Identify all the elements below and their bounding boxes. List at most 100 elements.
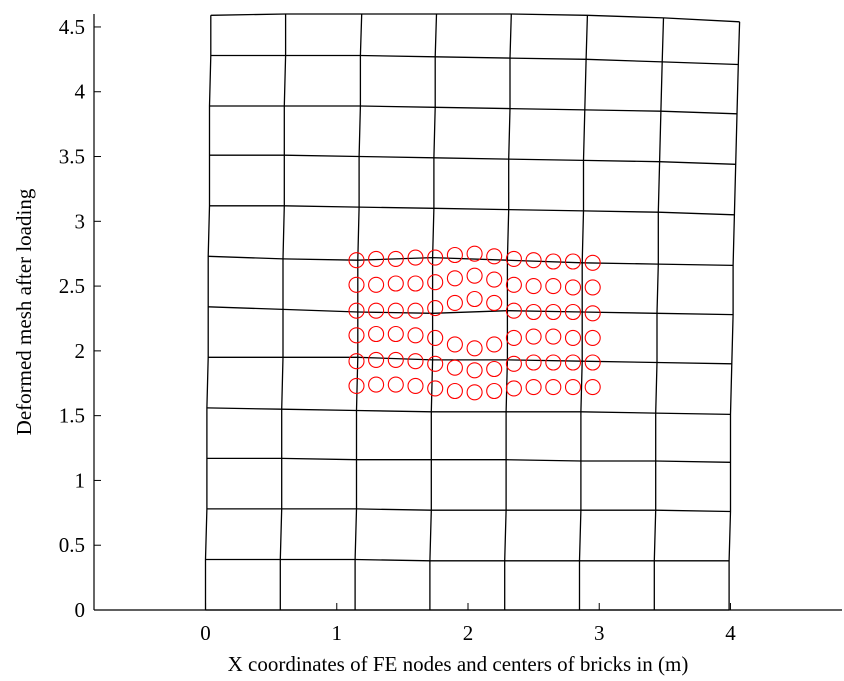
- brick-center-marker: [387, 325, 404, 343]
- brick-center-marker: [564, 379, 582, 396]
- brick-center-marker: [407, 302, 424, 319]
- brick-center-marker: [348, 353, 365, 370]
- brick-center-marker: [486, 336, 503, 353]
- y-tick-label: 1.5: [59, 404, 85, 428]
- brick-center-marker: [584, 354, 601, 371]
- brick-center-marker: [407, 275, 424, 292]
- brick-center-marker: [348, 327, 365, 344]
- brick-center-marker: [368, 276, 385, 293]
- y-tick-label: 1: [75, 468, 86, 492]
- mesh-row-line: [206, 457, 731, 463]
- brick-center-marker: [387, 376, 404, 393]
- brick-center-marker: [348, 302, 365, 319]
- mesh-column-line: [354, 13, 363, 610]
- brick-center-marker: [348, 276, 365, 293]
- mesh-row-line: [210, 54, 739, 66]
- mesh-row-line: [208, 306, 734, 316]
- brick-center-marker: [525, 252, 542, 269]
- mesh-row-line: [209, 205, 735, 216]
- brick-center-marker: [564, 329, 582, 346]
- brick-center-marker: [466, 362, 483, 379]
- x-tick-label: 4: [725, 621, 736, 645]
- brick-center-marker: [584, 279, 601, 296]
- brick-center-marker: [446, 359, 463, 376]
- brick-center-marker: [486, 382, 503, 400]
- mesh-row-line: [206, 407, 731, 416]
- y-tick-label: 0: [75, 598, 86, 622]
- mesh-row-line: [209, 154, 736, 165]
- brick-layer: [348, 245, 601, 401]
- brick-center-marker: [564, 354, 582, 371]
- y-axis-label: Deformed mesh after loading: [12, 188, 36, 435]
- brick-center-marker: [446, 382, 463, 400]
- brick-center-marker: [427, 300, 444, 317]
- x-axis-label: X coordinates of FE nodes and centers of…: [228, 652, 689, 676]
- brick-center-marker: [466, 245, 483, 262]
- brick-center-marker: [348, 252, 365, 269]
- brick-center-marker: [486, 294, 503, 311]
- brick-center-marker: [545, 354, 562, 371]
- mesh-column-line: [504, 13, 512, 610]
- brick-center-marker: [486, 360, 503, 378]
- mesh-column-line: [653, 17, 665, 610]
- brick-center-marker: [505, 380, 522, 397]
- mesh-row-line: [205, 558, 730, 562]
- brick-center-marker: [368, 250, 385, 267]
- y-tick-label: 0.5: [59, 533, 85, 557]
- x-ticks: 0 1 2 3 4: [200, 603, 736, 645]
- brick-center-marker: [446, 336, 463, 353]
- brick-center-marker: [564, 303, 582, 321]
- y-tick-label: 2.5: [59, 274, 85, 298]
- plot-area: [204, 13, 741, 611]
- brick-center-marker: [427, 355, 444, 372]
- brick-center-marker: [564, 253, 582, 270]
- mesh-column-line: [279, 14, 287, 610]
- brick-center-marker: [387, 302, 404, 319]
- mesh-column-line: [578, 15, 589, 610]
- brick-center-marker: [368, 376, 385, 393]
- brick-center-marker: [525, 354, 542, 371]
- brick-center-marker: [505, 250, 522, 267]
- brick-center-marker: [584, 305, 601, 322]
- brick-center-marker: [486, 271, 503, 288]
- brick-center-marker: [348, 377, 365, 394]
- y-tick-label: 4.5: [59, 15, 85, 39]
- brick-center-marker: [584, 254, 601, 271]
- brick-center-marker: [446, 294, 463, 311]
- brick-center-marker: [427, 249, 444, 266]
- brick-center-marker: [427, 274, 444, 291]
- brick-center-marker: [486, 248, 503, 265]
- brick-center-marker: [564, 279, 582, 296]
- brick-center-marker: [545, 278, 562, 295]
- brick-center-marker: [545, 303, 562, 321]
- brick-center-marker: [368, 325, 385, 343]
- brick-center-marker: [427, 329, 444, 346]
- brick-center-marker: [545, 328, 562, 345]
- brick-center-marker: [407, 377, 424, 394]
- brick-center-marker: [505, 355, 522, 372]
- mesh-column-line: [204, 15, 212, 610]
- x-tick-label: 3: [594, 621, 605, 645]
- y-tick-label: 3: [75, 209, 86, 233]
- y-tick-label: 3.5: [59, 145, 85, 169]
- brick-center-marker: [387, 250, 404, 267]
- brick-center-marker: [545, 379, 562, 396]
- brick-center-marker: [387, 351, 404, 368]
- brick-center-marker: [368, 351, 385, 368]
- y-tick-label: 2: [75, 339, 86, 363]
- brick-center-marker: [466, 340, 483, 357]
- mesh-row-line: [210, 13, 740, 23]
- mesh-row-line: [206, 508, 731, 513]
- y-tick-label: 4: [75, 80, 86, 104]
- brick-center-marker: [368, 302, 385, 319]
- mesh-layer: [204, 13, 741, 611]
- y-ticks: 0 0.5 1 1.5 2 2.5 3 3.5 4 4.5: [59, 15, 101, 622]
- brick-center-marker: [545, 253, 562, 270]
- brick-center-marker: [446, 270, 463, 287]
- brick-center-marker: [446, 246, 463, 264]
- brick-center-marker: [387, 275, 404, 292]
- x-tick-label: 1: [332, 621, 343, 645]
- mesh-row-line: [208, 356, 732, 365]
- brick-center-marker: [505, 302, 522, 319]
